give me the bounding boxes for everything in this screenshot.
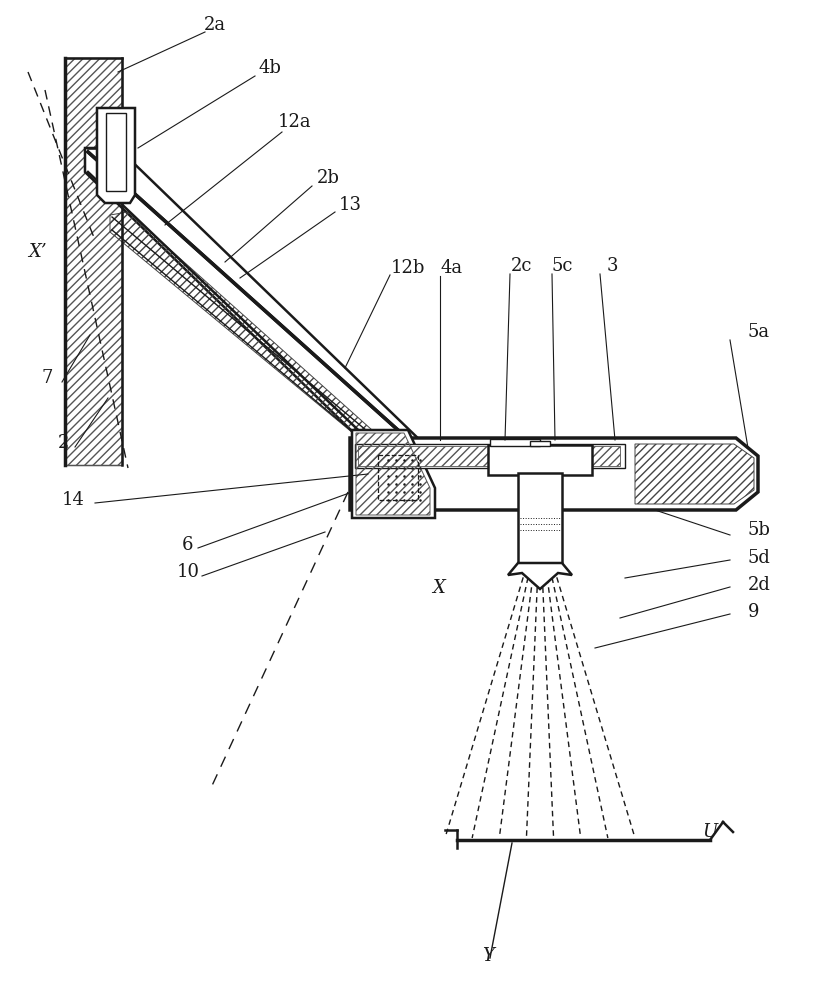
Text: 2: 2 — [58, 434, 70, 452]
Polygon shape — [106, 113, 126, 191]
Polygon shape — [508, 563, 571, 589]
Text: 4a: 4a — [440, 259, 463, 277]
Text: 12a: 12a — [278, 113, 311, 131]
Text: 3: 3 — [605, 257, 617, 275]
Text: X’: X’ — [28, 243, 46, 261]
Polygon shape — [349, 438, 757, 510]
Text: 7: 7 — [42, 369, 53, 387]
Polygon shape — [85, 148, 425, 468]
Polygon shape — [65, 58, 122, 465]
Text: 2c: 2c — [511, 257, 532, 275]
Text: 9: 9 — [747, 603, 758, 621]
Text: 4b: 4b — [258, 59, 281, 77]
Polygon shape — [518, 473, 561, 568]
Text: U: U — [701, 823, 716, 841]
Text: 2b: 2b — [316, 169, 339, 187]
Polygon shape — [488, 445, 591, 475]
Text: 13: 13 — [338, 196, 361, 214]
Text: 12b: 12b — [390, 259, 425, 277]
Text: 5d: 5d — [747, 549, 770, 567]
Text: 2a: 2a — [204, 16, 226, 34]
Polygon shape — [489, 439, 539, 446]
Polygon shape — [354, 444, 624, 468]
Text: 5a: 5a — [747, 323, 769, 341]
Text: X: X — [431, 579, 445, 597]
Text: 6: 6 — [182, 536, 193, 554]
Text: 5b: 5b — [747, 521, 770, 539]
Text: 2d: 2d — [747, 576, 770, 594]
Text: Y: Y — [481, 947, 493, 965]
Polygon shape — [97, 108, 135, 203]
Polygon shape — [352, 430, 435, 518]
Text: 5c: 5c — [551, 257, 572, 275]
Text: 10: 10 — [177, 563, 200, 581]
Polygon shape — [529, 441, 549, 446]
Text: 14: 14 — [62, 491, 84, 509]
